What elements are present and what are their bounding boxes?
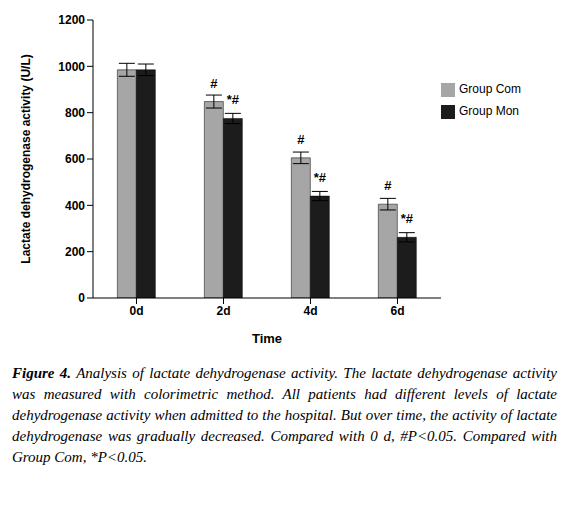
svg-text:Time: Time: [252, 331, 282, 346]
svg-text:1200: 1200: [58, 13, 85, 27]
svg-text:#: #: [210, 76, 218, 91]
svg-text:0: 0: [78, 291, 85, 305]
svg-text:Lactate dehydrogenase activity: Lactate dehydrogenase activity (U/L): [19, 54, 33, 263]
svg-text:400: 400: [65, 199, 85, 213]
svg-text:#: #: [384, 178, 392, 193]
svg-text:*#: *#: [401, 211, 414, 226]
svg-text:1000: 1000: [58, 60, 85, 74]
svg-text:#: #: [297, 132, 305, 147]
html-text:Group Com: Group Com: [459, 82, 521, 96]
html-text:Figure 4. Analysis of lactate: Figure 4. Analysis of lactate dehydrogen…: [12, 365, 557, 465]
svg-text:0d: 0d: [129, 304, 143, 318]
svg-text:6d: 6d: [390, 304, 404, 318]
svg-text:*#: *#: [314, 170, 327, 185]
svg-text:800: 800: [65, 106, 85, 120]
html-text:Group Mon: Group Mon: [459, 104, 519, 118]
svg-text:4d: 4d: [303, 304, 317, 318]
svg-text:600: 600: [65, 152, 85, 166]
svg-text:*#: *#: [227, 92, 240, 107]
svg-text:200: 200: [65, 245, 85, 259]
svg-text:2d: 2d: [216, 304, 230, 318]
